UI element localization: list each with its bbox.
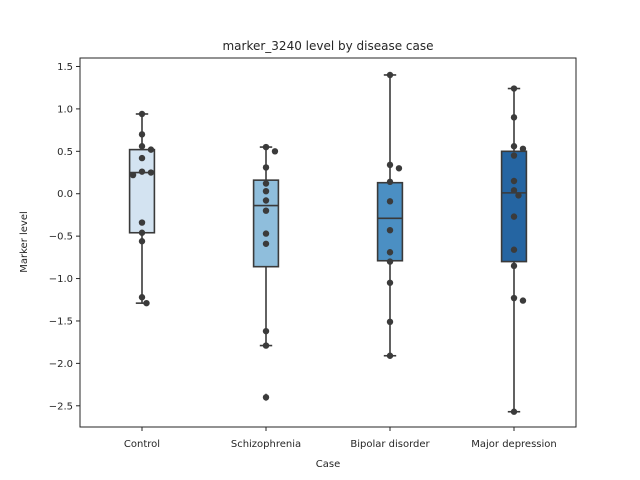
box (128, 148, 156, 234)
data-point (262, 240, 270, 247)
data-point (386, 198, 394, 205)
data-point (147, 146, 155, 153)
data-point (262, 187, 270, 195)
data-point (510, 152, 518, 159)
y-tick-label: 0.0 (57, 189, 73, 200)
box (500, 150, 528, 263)
y-tick-label: −1.0 (49, 274, 73, 285)
data-point (510, 262, 518, 270)
y-tick-label: 1.5 (57, 62, 73, 73)
data-point (262, 164, 270, 171)
data-point (386, 279, 394, 286)
data-point (143, 299, 150, 307)
data-point (262, 197, 270, 204)
y-tick-label: 1.0 (57, 104, 73, 115)
data-point (395, 165, 403, 172)
data-point (138, 219, 146, 226)
data-point (510, 177, 518, 185)
data-point (129, 171, 137, 179)
x-tick-label: Major depression (471, 439, 557, 450)
data-point (510, 114, 518, 121)
x-axis-label: Case (316, 459, 340, 470)
box (376, 181, 404, 262)
y-tick-label: −0.5 (49, 232, 73, 243)
data-point (138, 168, 146, 175)
data-point (262, 180, 270, 187)
data-point (386, 318, 394, 326)
data-point (515, 192, 522, 199)
data-point (386, 352, 394, 359)
data-point (138, 229, 146, 236)
box (252, 179, 280, 268)
data-point (138, 131, 146, 138)
data-point (519, 297, 527, 304)
data-point (386, 71, 394, 79)
plot-area-group (128, 71, 528, 415)
data-point (138, 110, 146, 118)
data-point (138, 294, 146, 301)
chart-title: marker_3240 level by disease case (222, 39, 433, 53)
data-point (510, 213, 518, 220)
data-point (262, 327, 270, 335)
data-point (510, 294, 518, 302)
plot-frame (79, 57, 577, 428)
y-tick-label: −2.5 (49, 401, 73, 412)
data-point (147, 169, 155, 176)
data-point (510, 187, 518, 194)
data-point (510, 246, 518, 253)
data-point (262, 207, 270, 214)
data-point (271, 148, 279, 155)
y-tick-label: −1.5 (49, 316, 73, 327)
data-point (262, 143, 270, 151)
data-point (262, 394, 270, 401)
x-tick-label: Control (124, 439, 160, 450)
data-point (386, 249, 394, 256)
x-tick-label: Bipolar disorder (350, 439, 430, 450)
y-tick-label: 0.5 (57, 147, 73, 158)
data-point (510, 143, 518, 150)
data-point (386, 258, 394, 265)
data-point (386, 161, 394, 169)
data-point (386, 227, 394, 234)
data-point (262, 230, 270, 237)
y-tick-label: −2.0 (49, 359, 73, 370)
data-point (510, 85, 518, 92)
data-point (519, 145, 527, 152)
data-point (510, 408, 518, 415)
data-point (138, 143, 146, 150)
y-axis-label: Marker level (19, 211, 30, 273)
data-point (138, 154, 146, 162)
data-point (262, 342, 270, 349)
x-tick-label: Schizophrenia (231, 439, 301, 450)
data-point (386, 178, 394, 186)
data-point (138, 238, 146, 245)
